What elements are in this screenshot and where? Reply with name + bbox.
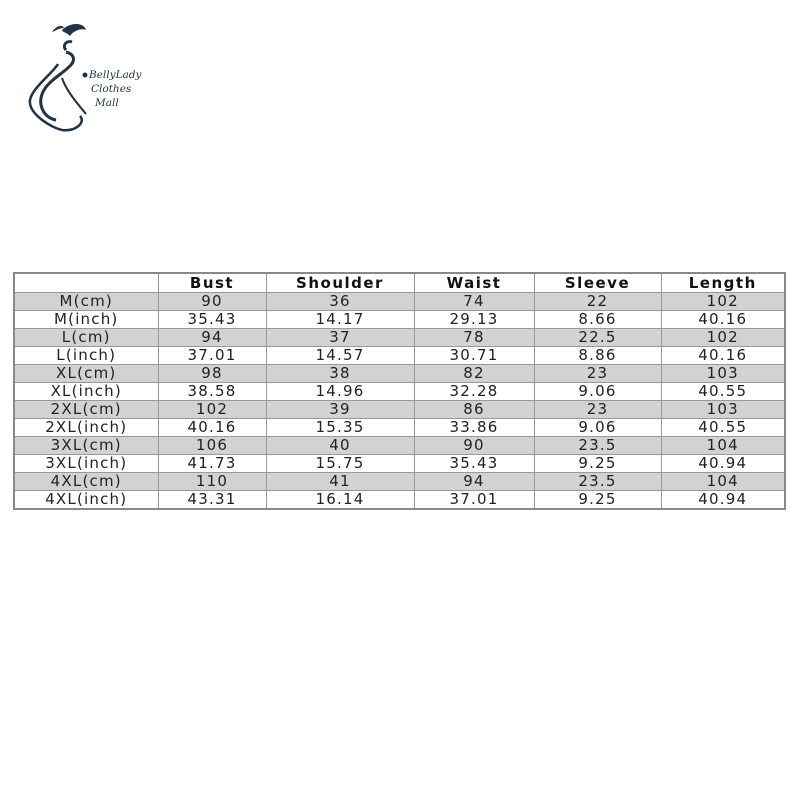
table-row: 2XL(inch) 40.16 15.35 33.86 9.06 40.55	[13, 418, 786, 437]
measurement-cell: 78	[413, 328, 535, 347]
measurement-cell: 82	[413, 364, 535, 383]
measurement-cell: 14.17	[265, 310, 415, 329]
measurement-cell: 40.94	[660, 490, 786, 510]
measurement-cell: 43.31	[157, 490, 267, 510]
measurement-cell: 37.01	[157, 346, 267, 365]
measurement-cell: 40.16	[157, 418, 267, 437]
header-row: Bust Shoulder Waist Sleeve Length	[13, 272, 786, 293]
brand-line-2: Clothes	[91, 83, 132, 95]
measurement-cell: 15.75	[265, 454, 415, 473]
table-row: 3XL(inch) 41.73 15.75 35.43 9.25 40.94	[13, 454, 786, 473]
size-label-cell: M(inch)	[13, 310, 159, 329]
measurement-cell: 14.57	[265, 346, 415, 365]
measurement-cell: 16.14	[265, 490, 415, 510]
measurement-cell: 90	[413, 436, 535, 455]
table-row: XL(cm) 98 38 82 23 103	[13, 364, 786, 383]
brand-line-1: BellyLady	[89, 69, 142, 81]
measurement-cell: 36	[265, 292, 415, 311]
measurement-cell: 40.55	[660, 382, 786, 401]
measurement-cell: 40	[265, 436, 415, 455]
size-label-cell: 2XL(cm)	[13, 400, 159, 419]
size-chart-table: Bust Shoulder Waist Sleeve Length M(cm) 90 36 7…	[13, 272, 786, 510]
measurement-cell: 106	[157, 436, 267, 455]
measurement-cell: 102	[157, 400, 267, 419]
measurement-cell: 9.06	[533, 418, 662, 437]
table-row: L(inch) 37.01 14.57 30.71 8.86 40.16	[13, 346, 786, 365]
table-row: M(inch) 35.43 14.17 29.13 8.66 40.16	[13, 310, 786, 329]
column-header-length: Length	[660, 272, 786, 293]
table-row: L(cm) 94 37 78 22.5 102	[13, 328, 786, 347]
measurement-cell: 14.96	[265, 382, 415, 401]
measurement-cell: 41	[265, 472, 415, 491]
size-label-cell: XL(cm)	[13, 364, 159, 383]
table-row: M(cm) 90 36 74 22 102	[13, 292, 786, 311]
measurement-cell: 23.5	[533, 472, 662, 491]
measurement-cell: 110	[157, 472, 267, 491]
measurement-cell: 8.86	[533, 346, 662, 365]
size-label-cell: 2XL(inch)	[13, 418, 159, 437]
measurement-cell: 35.43	[413, 454, 535, 473]
measurement-cell: 15.35	[265, 418, 415, 437]
column-header-sleeve: Sleeve	[533, 272, 662, 293]
measurement-cell: 9.25	[533, 490, 662, 510]
measurement-cell: 38	[265, 364, 415, 383]
measurement-cell: 9.06	[533, 382, 662, 401]
size-label-cell: M(cm)	[13, 292, 159, 311]
table-row: 3XL(cm) 106 40 90 23.5 104	[13, 436, 786, 455]
size-label-cell: 3XL(cm)	[13, 436, 159, 455]
measurement-cell: 40.55	[660, 418, 786, 437]
measurement-cell: 22	[533, 292, 662, 311]
measurement-cell: 37	[265, 328, 415, 347]
measurement-cell: 41.73	[157, 454, 267, 473]
measurement-cell: 40.16	[660, 346, 786, 365]
measurement-cell: 9.25	[533, 454, 662, 473]
size-label-cell: L(inch)	[13, 346, 159, 365]
measurement-cell: 40.16	[660, 310, 786, 329]
measurement-cell: 29.13	[413, 310, 535, 329]
column-header-bust: Bust	[157, 272, 267, 293]
size-rows: M(cm) 90 36 74 22 102 M(inch) 35.43 14.17 29.13 8.…	[13, 292, 786, 510]
brand-line-3: Mall	[95, 97, 119, 109]
table-row: 4XL(cm) 110 41 94 23.5 104	[13, 472, 786, 491]
measurement-cell: 94	[157, 328, 267, 347]
measurement-cell: 8.66	[533, 310, 662, 329]
table-row: 2XL(cm) 102 39 86 23 103	[13, 400, 786, 419]
measurement-cell: 39	[265, 400, 415, 419]
measurement-cell: 22.5	[533, 328, 662, 347]
size-label-cell: 4XL(inch)	[13, 490, 159, 510]
measurement-cell: 102	[660, 292, 786, 311]
size-label-cell: XL(inch)	[13, 382, 159, 401]
measurement-cell: 35.43	[157, 310, 267, 329]
measurement-cell: 90	[157, 292, 267, 311]
measurement-cell: 74	[413, 292, 535, 311]
measurement-cell: 23	[533, 364, 662, 383]
measurement-cell: 104	[660, 472, 786, 491]
measurement-cell: 103	[660, 364, 786, 383]
measurement-cell: 23.5	[533, 436, 662, 455]
table-row: XL(inch) 38.58 14.96 32.28 9.06 40.55	[13, 382, 786, 401]
measurement-cell: 23	[533, 400, 662, 419]
column-header-shoulder: Shoulder	[265, 272, 415, 293]
size-label-cell: L(cm)	[13, 328, 159, 347]
measurement-cell: 86	[413, 400, 535, 419]
size-label-cell: 4XL(cm)	[13, 472, 159, 491]
measurement-cell: 37.01	[413, 490, 535, 510]
measurement-cell: 38.58	[157, 382, 267, 401]
measurement-cell: 94	[413, 472, 535, 491]
measurement-cell: 103	[660, 400, 786, 419]
measurement-cell: 33.86	[413, 418, 535, 437]
brand-logo: BellyLady Clothes Mall	[22, 18, 152, 143]
measurement-cell: 30.71	[413, 346, 535, 365]
measurement-cell: 40.94	[660, 454, 786, 473]
measurement-cell: 104	[660, 436, 786, 455]
measurement-cell: 102	[660, 328, 786, 347]
table-row: 4XL(inch) 43.31 16.14 37.01 9.25 40.94	[13, 490, 786, 510]
column-header-size	[13, 272, 159, 293]
measurement-cell: 32.28	[413, 382, 535, 401]
lady-silhouette-icon	[28, 24, 88, 132]
brand-name: BellyLady Clothes Mall	[89, 68, 141, 110]
column-header-waist: Waist	[413, 272, 535, 293]
size-label-cell: 3XL(inch)	[13, 454, 159, 473]
measurement-cell: 98	[157, 364, 267, 383]
